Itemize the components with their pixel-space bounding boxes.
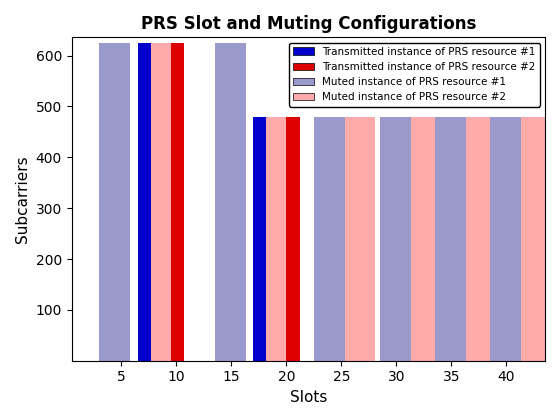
Bar	[466, 117, 497, 361]
Bar	[214, 43, 246, 361]
Bar	[99, 43, 130, 361]
Bar	[138, 43, 151, 361]
Bar	[435, 117, 466, 361]
Bar	[253, 117, 267, 361]
Bar	[490, 117, 521, 361]
Bar	[171, 43, 184, 361]
Bar	[521, 117, 552, 361]
Legend: Transmitted instance of PRS resource #1, Transmitted instance of PRS resource #2: Transmitted instance of PRS resource #1,…	[289, 42, 540, 107]
Title: PRS Slot and Muting Configurations: PRS Slot and Muting Configurations	[141, 15, 476, 33]
Bar	[151, 43, 182, 361]
Bar	[380, 117, 410, 361]
Bar	[314, 117, 344, 361]
Bar	[286, 117, 300, 361]
Bar	[344, 117, 375, 361]
Bar	[267, 117, 297, 361]
Y-axis label: Subcarriers: Subcarriers	[15, 155, 30, 243]
Bar	[410, 117, 441, 361]
X-axis label: Slots: Slots	[290, 390, 327, 405]
